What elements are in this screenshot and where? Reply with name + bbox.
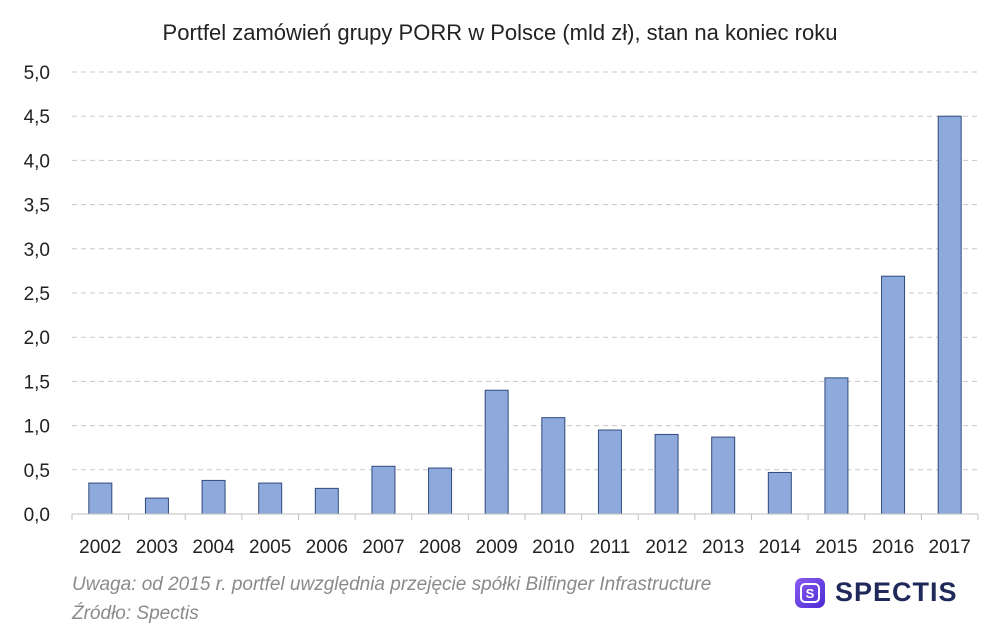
bar-2005: [258, 482, 283, 515]
spectis-logo-icon: S: [795, 577, 825, 608]
x-tick-label: 2014: [759, 537, 802, 558]
x-tick-label: 2017: [929, 537, 971, 558]
y-tick-label: 0,5: [24, 461, 50, 482]
x-tick-label: 2013: [702, 537, 744, 558]
x-tick-label: 2006: [306, 537, 348, 558]
x-tick-label: 2016: [872, 537, 914, 558]
x-axis-ticks: 2002 2003 2004 2005 2006 2007 2008 2009 2010 2011…: [71, 514, 979, 558]
x-tick-label: 2012: [645, 537, 687, 558]
grid-lines: [72, 71, 978, 471]
bar-2004: [201, 479, 226, 515]
y-axis-ticks: 0,0 0,5 1,0 1,5 2,0 2,5 3,0 3,5 4,0 4,5 5,0: [24, 63, 50, 526]
bar-2011: [597, 429, 622, 515]
y-tick-label: 2,0: [24, 328, 50, 349]
bar-2016: [881, 275, 906, 515]
x-tick-label: 2008: [419, 537, 461, 558]
y-tick-label: 4,0: [24, 151, 50, 172]
footnote-note: Uwaga: od 2015 r. portfel uwzględnia prz…: [72, 574, 712, 595]
x-tick-label: 2003: [136, 537, 178, 558]
bar-2017: [937, 115, 962, 515]
y-tick-label: 5,0: [24, 63, 50, 84]
y-tick-label: 2,5: [24, 284, 50, 305]
bar-2014: [767, 471, 792, 515]
y-tick-label: 1,5: [24, 372, 50, 393]
bar-2006: [314, 487, 339, 515]
y-tick-label: 3,0: [24, 240, 50, 261]
bar-2013: [711, 436, 736, 515]
x-tick-label: 2002: [79, 537, 121, 558]
y-tick-label: 0,0: [24, 505, 50, 526]
x-tick-label: 2004: [192, 537, 235, 558]
x-tick-label: 2005: [249, 537, 291, 558]
y-tick-label: 3,5: [24, 196, 50, 217]
y-tick-label: 4,5: [24, 107, 50, 128]
bar-2015: [824, 377, 849, 515]
x-tick-label: 2015: [815, 537, 857, 558]
chart-title: Portfel zamówień grupy PORR w Polsce (ml…: [163, 20, 838, 45]
y-tick-label: 1,0: [24, 417, 50, 438]
bars: [88, 115, 962, 515]
x-tick-label: 2009: [476, 537, 518, 558]
svg-text:S: S: [806, 586, 815, 601]
bar-2003: [144, 497, 169, 515]
spectis-logo-text: SPECTIS: [835, 577, 958, 607]
spectis-logo: S SPECTIS: [795, 577, 958, 608]
bar-2009: [484, 389, 509, 515]
x-tick-label: 2011: [590, 537, 631, 558]
x-tick-label: 2007: [362, 537, 404, 558]
bar-2002: [88, 482, 113, 515]
footnote-source: Źródło: Spectis: [72, 603, 199, 624]
x-tick-label: 2010: [532, 537, 574, 558]
bar-2008: [428, 467, 453, 515]
bar-2010: [541, 417, 566, 515]
bar-2007: [371, 465, 396, 515]
bar-2012: [654, 433, 679, 515]
